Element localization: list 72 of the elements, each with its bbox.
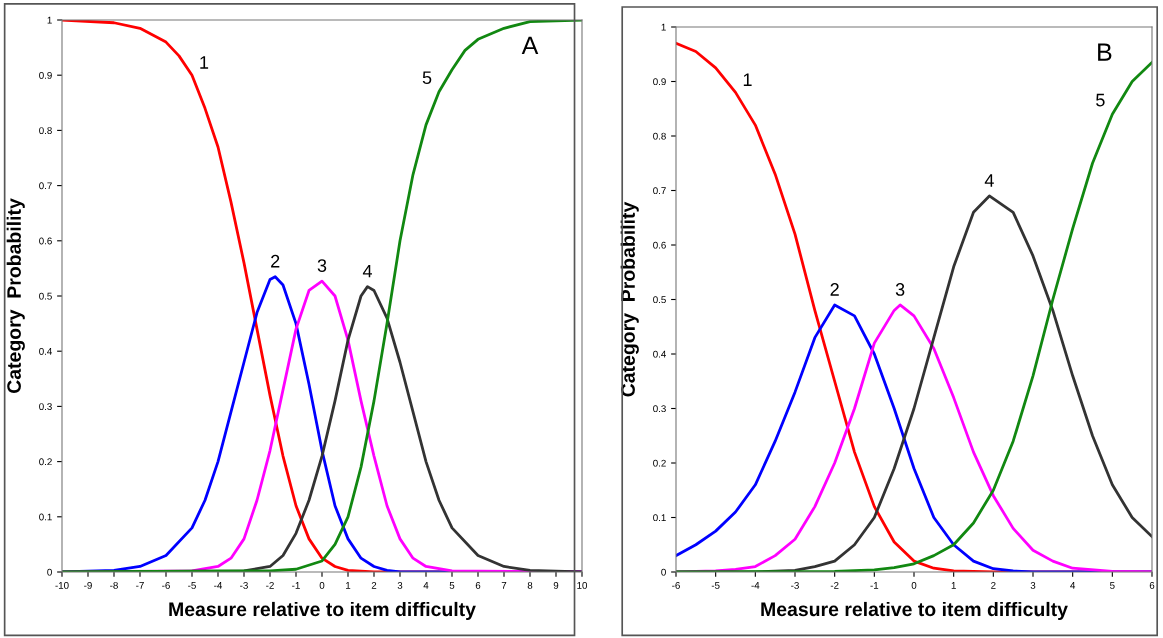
series-label: 1 <box>743 73 752 86</box>
x-tick-label: 9 <box>553 581 559 589</box>
series-label: 4 <box>984 174 994 187</box>
y-tick-label: 0.8 <box>653 132 666 140</box>
x-axis-title: Measure relative to item difficulty <box>169 601 476 621</box>
x-tick-label: 1 <box>346 582 351 589</box>
x-tick-label: -6 <box>162 581 170 589</box>
series-label: 1 <box>200 56 209 69</box>
series-label: 2 <box>271 254 280 268</box>
x-axis-title: Measure relative to item difficulty <box>761 601 1068 621</box>
series-label: 2 <box>830 283 839 296</box>
series-label: 5 <box>1096 93 1105 107</box>
y-tick-label: 1 <box>47 16 52 24</box>
y-tick-label: 0.7 <box>39 182 52 190</box>
x-tick-label: -4 <box>751 582 760 589</box>
x-tick-label: 8 <box>527 581 533 589</box>
y-tick-label: 0.9 <box>39 71 52 79</box>
y-tick-label: 0.2 <box>653 459 666 467</box>
y-tick-label: 0.3 <box>39 403 52 411</box>
y-tick-label: 0.1 <box>653 514 666 522</box>
x-tick-label: 4 <box>1070 582 1076 589</box>
x-tick-label: 6 <box>475 581 481 589</box>
y-tick-label: 0.7 <box>653 187 666 195</box>
y-tick-label: 0.4 <box>653 350 666 358</box>
y-tick-label: 0.9 <box>653 78 666 86</box>
x-tick-label: 3 <box>1030 581 1036 589</box>
x-tick-label: -9 <box>84 581 92 589</box>
y-axis-title: Category Probability <box>620 201 639 397</box>
y-tick-label: 0.2 <box>39 458 52 466</box>
annotation: A <box>521 36 539 55</box>
x-tick-label: -1 <box>870 582 879 589</box>
x-tick-label: 5 <box>449 582 455 589</box>
x-tick-label: -3 <box>791 581 799 589</box>
y-tick-label: 0.5 <box>39 292 52 300</box>
x-tick-label: 3 <box>397 581 403 589</box>
x-tick-label: -2 <box>266 581 274 589</box>
x-tick-label: 1 <box>951 582 956 589</box>
x-tick-label: -2 <box>830 581 839 589</box>
x-tick-label: -10 <box>55 581 69 589</box>
x-tick-label: 4 <box>423 582 429 589</box>
annotation: B <box>1098 43 1112 61</box>
x-tick-label: 5 <box>1110 582 1115 589</box>
series-label: 5 <box>422 71 432 85</box>
y-tick-label: 0.4 <box>39 347 52 355</box>
y-tick-label: 0.6 <box>653 241 666 249</box>
y-tick-label: 0.3 <box>653 405 666 413</box>
x-tick-label: 2 <box>371 581 377 589</box>
y-tick-label: 0.6 <box>39 237 52 245</box>
y-tick-label: 0.1 <box>39 513 52 521</box>
x-tick-label: -5 <box>711 582 720 589</box>
series-label: 3 <box>317 259 327 272</box>
x-tick-label: 2 <box>991 581 996 589</box>
y-tick-label: 0 <box>47 568 52 576</box>
x-tick-label: 10 <box>577 581 588 589</box>
x-tick-label: -1 <box>292 582 300 589</box>
x-tick-label: -8 <box>110 581 118 589</box>
x-tick-label: -5 <box>188 582 196 589</box>
x-tick-label: -3 <box>240 581 248 589</box>
y-axis-title: Category Probability <box>6 198 25 393</box>
y-tick-label: 0.8 <box>39 127 52 135</box>
series-label: 3 <box>895 283 905 296</box>
y-tick-label: 0 <box>661 568 666 576</box>
x-tick-label: -6 <box>672 581 680 589</box>
x-tick-label: 0 <box>911 581 917 589</box>
x-tick-label: 7 <box>501 582 507 589</box>
y-tick-label: 1 <box>661 23 666 31</box>
x-tick-label: -4 <box>214 582 223 589</box>
x-tick-label: -7 <box>136 582 144 589</box>
series-label: 4 <box>362 264 372 278</box>
y-tick-label: 0.5 <box>653 296 666 304</box>
x-tick-label: 6 <box>1149 581 1155 589</box>
x-tick-label: 0 <box>319 581 325 589</box>
